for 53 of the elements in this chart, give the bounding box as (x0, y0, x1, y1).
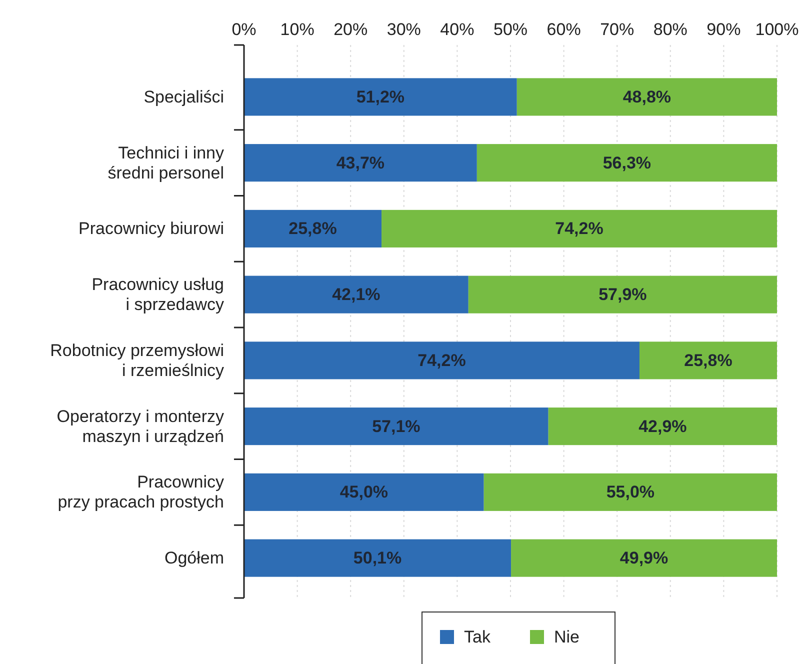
y-tick-label: Specjaliści (144, 87, 224, 106)
data-label: 43,7% (336, 153, 385, 172)
bar (244, 539, 512, 577)
data-label: 55,0% (606, 482, 655, 502)
bar (516, 78, 777, 116)
y-tick-label: Operatorzy i monterzy maszyn i urządzeń (56, 406, 224, 446)
data-label: 25,8% (288, 219, 337, 238)
bar (639, 342, 777, 380)
bar (382, 210, 777, 248)
bar (244, 408, 548, 446)
data-label: 42,1% (332, 285, 380, 304)
bar (244, 78, 517, 116)
data-label: 42,9% (638, 416, 687, 436)
data-label: 51,2% (356, 87, 405, 106)
x-tick-label: 100% (755, 20, 799, 39)
bar (244, 276, 468, 314)
y-tick-label: Robotnicy przemysłowi i rzemieślnicy (50, 340, 224, 380)
x-tick-label: 50% (493, 20, 528, 39)
bar (244, 342, 640, 380)
y-tick-label: Pracownicy usług i sprzedawcy (92, 275, 224, 314)
y-tick-label: Pracownicy przy pracach prostych (58, 472, 224, 512)
data-label: 45,0% (340, 482, 388, 502)
x-tick-label: 10% (280, 20, 314, 39)
x-tick-label: 90% (706, 20, 741, 39)
x-tick-label: 0% (232, 20, 256, 39)
data-label: 48,8% (622, 87, 672, 106)
bar (476, 144, 777, 182)
legend-label: Tak (464, 628, 491, 646)
data-label: 74,2% (555, 219, 604, 238)
x-tick-label: 60% (546, 20, 581, 39)
bar (244, 473, 484, 511)
legend-label: Nie (554, 628, 580, 646)
data-label: 57,9% (598, 285, 647, 304)
data-label: 57,1% (372, 416, 420, 436)
bar (244, 210, 382, 248)
x-tick-label: 30% (386, 20, 421, 39)
data-label: 74,2% (418, 350, 466, 370)
y-tick-label: Ogółem (164, 548, 224, 568)
data-label: 56,3% (602, 153, 652, 172)
bar (484, 473, 777, 511)
bar (511, 539, 777, 577)
x-tick-label: 20% (334, 20, 368, 39)
data-label: 50,1% (353, 548, 402, 568)
y-tick-label: Pracownicy biurowi (78, 219, 224, 238)
x-tick-label: 40% (440, 20, 474, 39)
y-tick-label: Technici i inny średni personel (108, 143, 224, 182)
x-tick-label: 70% (600, 20, 634, 39)
bar (548, 408, 777, 446)
bar (468, 276, 777, 314)
x-tick-label: 80% (653, 20, 688, 39)
data-label: 49,9% (620, 548, 668, 568)
data-label: 25,8% (684, 350, 732, 370)
bar (244, 144, 477, 182)
